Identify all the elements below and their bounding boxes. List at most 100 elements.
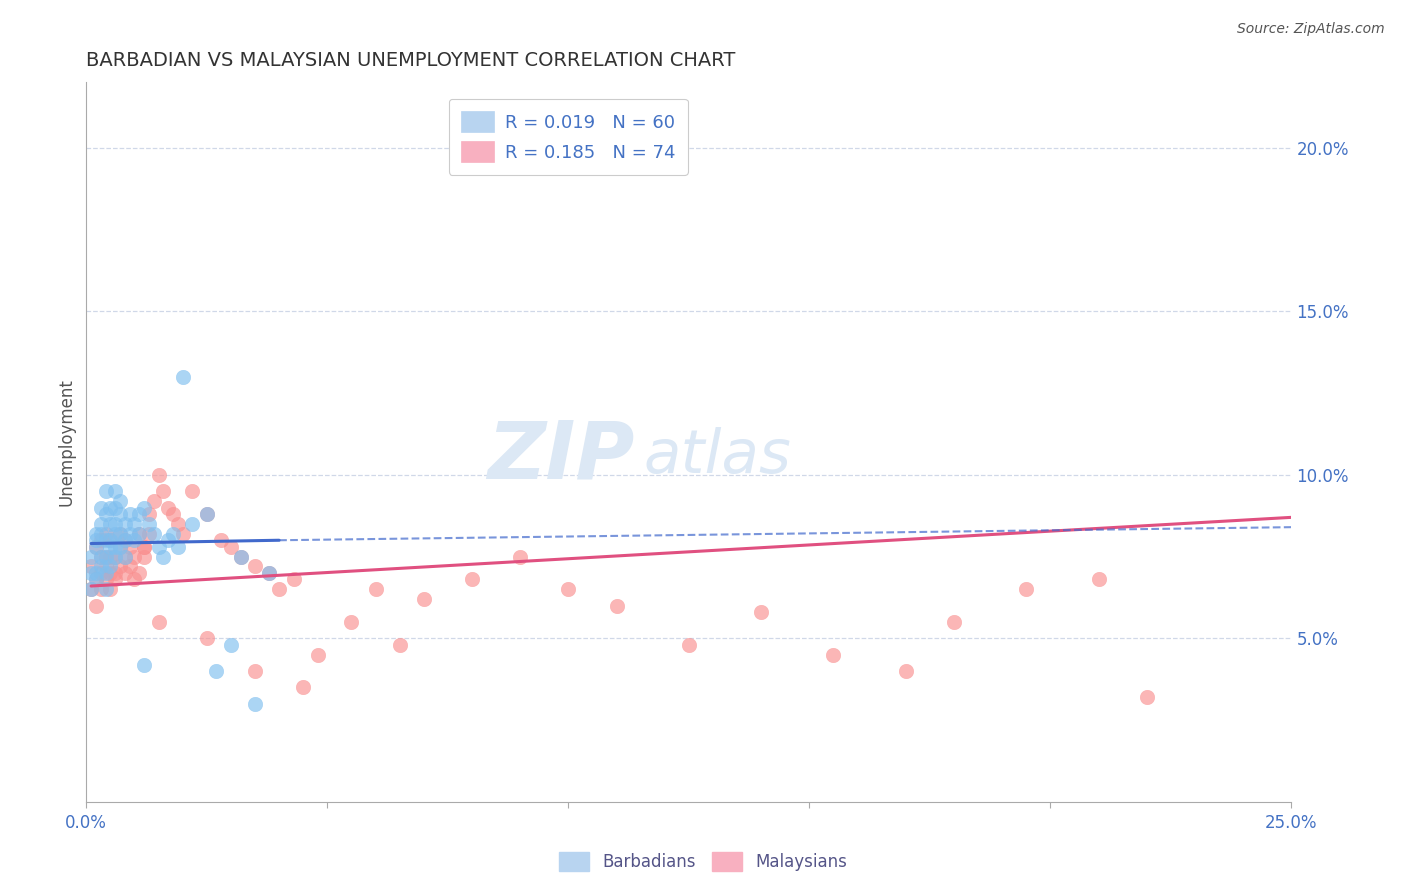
Point <box>118 526 141 541</box>
Point <box>94 526 117 541</box>
Point <box>94 533 117 548</box>
Point <box>138 516 160 531</box>
Point <box>138 526 160 541</box>
Point <box>195 507 218 521</box>
Point <box>108 540 131 554</box>
Text: Source: ZipAtlas.com: Source: ZipAtlas.com <box>1237 22 1385 37</box>
Point <box>108 526 131 541</box>
Point <box>152 549 174 564</box>
Point <box>94 507 117 521</box>
Point <box>108 507 131 521</box>
Point <box>142 526 165 541</box>
Point <box>209 533 232 548</box>
Point <box>943 615 966 629</box>
Point <box>243 664 266 678</box>
Point <box>118 559 141 574</box>
Point <box>100 540 122 554</box>
Point <box>90 500 112 515</box>
Point <box>172 369 194 384</box>
Y-axis label: Unemployment: Unemployment <box>58 378 75 506</box>
Point <box>219 540 242 554</box>
Point <box>128 507 150 521</box>
Point <box>84 566 107 580</box>
Point <box>94 484 117 499</box>
Point <box>243 559 266 574</box>
Point <box>100 500 122 515</box>
Point <box>114 533 136 548</box>
Point <box>134 540 156 554</box>
Point <box>100 516 122 531</box>
Point <box>749 605 772 619</box>
Point <box>100 566 122 580</box>
Point <box>509 549 531 564</box>
Point <box>124 533 146 548</box>
Point <box>114 516 136 531</box>
Point <box>114 566 136 580</box>
Point <box>100 549 122 564</box>
Point <box>84 573 107 587</box>
Point <box>94 549 117 564</box>
Point <box>100 582 122 597</box>
Point <box>94 582 117 597</box>
Point <box>219 638 242 652</box>
Point <box>823 648 845 662</box>
Point <box>108 494 131 508</box>
Point <box>80 566 103 580</box>
Point <box>195 632 218 646</box>
Point <box>84 540 107 554</box>
Point <box>229 549 252 564</box>
Point <box>84 540 107 554</box>
Point <box>340 615 363 629</box>
Point <box>162 526 184 541</box>
Point <box>80 559 103 574</box>
Point <box>94 573 117 587</box>
Point <box>259 566 281 580</box>
Point <box>157 500 180 515</box>
Point <box>94 566 117 580</box>
Point <box>84 599 107 613</box>
Point <box>114 533 136 548</box>
Legend: R = 0.019   N = 60, R = 0.185   N = 74: R = 0.019 N = 60, R = 0.185 N = 74 <box>449 99 688 175</box>
Point <box>557 582 579 597</box>
Point <box>90 559 112 574</box>
Point <box>80 582 103 597</box>
Point <box>162 507 184 521</box>
Point <box>1087 573 1109 587</box>
Point <box>167 516 190 531</box>
Point <box>100 559 122 574</box>
Point <box>134 540 156 554</box>
Point <box>259 566 281 580</box>
Point <box>104 549 127 564</box>
Text: BARBADIAN VS MALAYSIAN UNEMPLOYMENT CORRELATION CHART: BARBADIAN VS MALAYSIAN UNEMPLOYMENT CORR… <box>86 51 735 70</box>
Point <box>94 549 117 564</box>
Point <box>90 582 112 597</box>
Point <box>84 526 107 541</box>
Point <box>181 516 204 531</box>
Point <box>104 566 127 580</box>
Point <box>195 507 218 521</box>
Point <box>152 484 174 499</box>
Point <box>84 573 107 587</box>
Point <box>364 582 387 597</box>
Point <box>124 573 146 587</box>
Point <box>108 559 131 574</box>
Point <box>134 657 156 672</box>
Point <box>894 664 917 678</box>
Point <box>94 559 117 574</box>
Point <box>128 566 150 580</box>
Point <box>118 507 141 521</box>
Point <box>104 573 127 587</box>
Point <box>90 516 112 531</box>
Text: ZIP: ZIP <box>488 417 634 496</box>
Point <box>100 533 122 548</box>
Point <box>205 664 228 678</box>
Point <box>148 615 170 629</box>
Point <box>90 533 112 548</box>
Point <box>181 484 204 499</box>
Point <box>118 540 141 554</box>
Point <box>269 582 291 597</box>
Point <box>388 638 411 652</box>
Point <box>606 599 628 613</box>
Point <box>90 549 112 564</box>
Point <box>128 526 150 541</box>
